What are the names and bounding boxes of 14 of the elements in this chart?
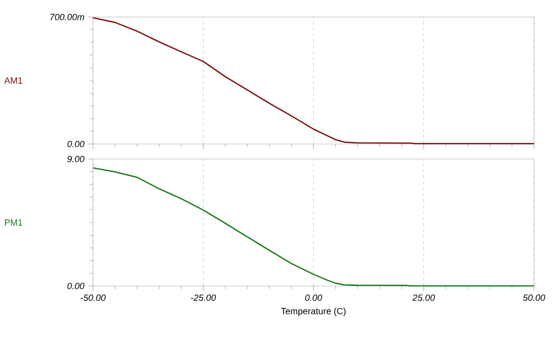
y-tick-label: 0.00 (67, 282, 84, 290)
y-axis-title: PM1 (4, 219, 22, 226)
x-tick-label: 50.00 (522, 294, 546, 301)
x-tick-label: 0.00 (305, 294, 322, 301)
line-series (92, 17, 535, 144)
line-series (92, 167, 535, 287)
y-axis-title: AM1 (4, 77, 22, 84)
x-axis-title: Temperature (C) (281, 308, 346, 316)
x-tick-label: -50.00 (80, 294, 106, 301)
y-tick-label: 0.00 (67, 140, 84, 148)
x-tick-label: -25.00 (190, 294, 216, 301)
x-tick-label: 25.00 (412, 294, 435, 301)
y-tick-label: 700.00m (50, 14, 84, 20)
y-tick-label: 9.00 (67, 156, 84, 162)
